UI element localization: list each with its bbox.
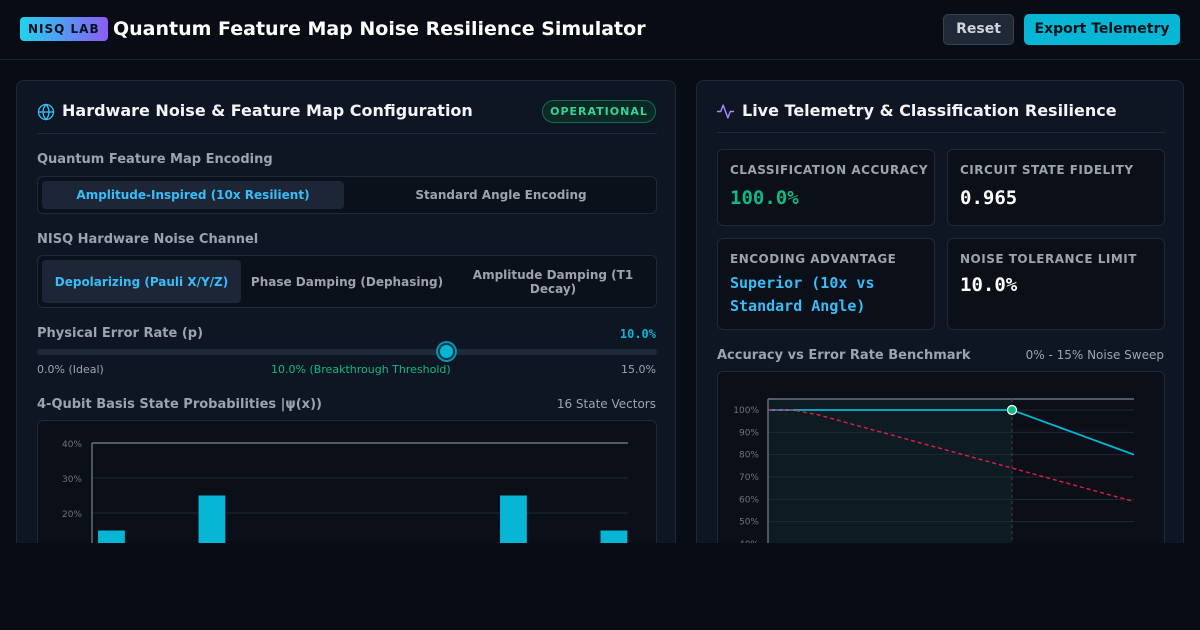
divider (37, 133, 657, 134)
y-tick-label: 40% (739, 540, 759, 543)
benchmark-range: 0% - 15% Noise Sweep (1025, 348, 1164, 362)
app-header: NISQ LAB Quantum Feature Map Noise Resil… (0, 0, 1200, 60)
current-point-marker (1006, 404, 1018, 416)
y-tick-label: 50% (739, 518, 759, 528)
slider-threshold-label: 10.0% (Breakthrough Threshold) (271, 363, 451, 376)
noise-channel-selector: Depolarizing (Pauli X/Y/Z) Phase Damping… (37, 255, 657, 308)
config-title: Hardware Noise & Feature Map Configurati… (62, 101, 473, 120)
encoding-advantage-value: Superior (10x vs Standard Angle) (730, 274, 875, 315)
telemetry-panel: Live Telemetry & Classification Resilien… (696, 80, 1184, 543)
error-rate-slider[interactable] (37, 349, 657, 355)
slider-handle[interactable] (438, 343, 455, 360)
divider (717, 132, 1165, 133)
error-rate-value: 10.0% (619, 327, 656, 341)
noise-option-amplitude-damping[interactable]: Amplitude Damping (T1 Decay) (472, 267, 634, 296)
y-tick-label: 20% (62, 510, 82, 520)
noise-channel-label: NISQ Hardware Noise Channel (37, 232, 259, 247)
stat-card-fidelity: CIRCUIT STATE FIDELITY 0.965 (947, 149, 1165, 226)
benchmark-chart: 100% 90% 80% 70% 60% 50% 40% (717, 371, 1165, 543)
stat-label: CLASSIFICATION ACCURACY (730, 163, 929, 177)
config-panel: Hardware Noise & Feature Map Configurati… (16, 80, 676, 543)
encoding-selector: Amplitude-Inspired (10x Resilient) Stand… (37, 176, 657, 214)
probability-chart: 40% 30% 20% (37, 420, 657, 543)
y-tick-label: 70% (739, 473, 759, 483)
app-title: Quantum Feature Map Noise Resilience Sim… (113, 18, 646, 40)
telemetry-title: Live Telemetry & Classification Resilien… (742, 101, 1117, 120)
activity-icon (716, 102, 735, 121)
main-content: Hardware Noise & Feature Map Configurati… (0, 61, 1200, 543)
bar (198, 495, 226, 543)
accuracy-value: 100.0% (730, 187, 799, 209)
reset-button[interactable]: Reset (943, 14, 1014, 45)
y-tick-label: 90% (739, 428, 759, 438)
fidelity-value: 0.965 (960, 187, 1018, 209)
globe-icon (37, 103, 55, 121)
slider-max-label: 15.0% (621, 363, 656, 376)
resilience-zone (768, 399, 1012, 543)
noise-option-depolarizing[interactable]: Depolarizing (Pauli X/Y/Z) (42, 260, 241, 303)
probabilities-label: 4-Qubit Basis State Probabilities |ψ(x)) (37, 397, 322, 412)
bar (500, 495, 527, 543)
noise-tolerance-value: 10.0% (960, 274, 1018, 296)
probability-chart-svg: 40% 30% 20% (62, 440, 628, 543)
export-telemetry-button[interactable]: Export Telemetry (1024, 14, 1180, 45)
error-rate-label: Physical Error Rate (p) (37, 326, 204, 341)
y-tick-label: 100% (733, 406, 759, 416)
stat-label: CIRCUIT STATE FIDELITY (960, 163, 1134, 177)
stat-label: ENCODING ADVANTAGE (730, 252, 897, 266)
stat-card-noise-tolerance: NOISE TOLERANCE LIMIT 10.0% (947, 238, 1165, 330)
bar (98, 530, 125, 543)
y-tick-label: 40% (62, 440, 82, 450)
benchmark-chart-svg: 100% 90% 80% 70% 60% 50% 40% (733, 398, 1135, 543)
benchmark-label: Accuracy vs Error Rate Benchmark (717, 348, 971, 363)
lab-badge: NISQ LAB (20, 17, 108, 41)
slider-min-label: 0.0% (Ideal) (37, 363, 104, 376)
encoding-label: Quantum Feature Map Encoding (37, 152, 273, 167)
y-tick-label: 60% (739, 495, 759, 505)
state-vector-count: 16 State Vectors (556, 397, 656, 411)
bar (600, 530, 628, 543)
stat-card-accuracy: CLASSIFICATION ACCURACY 100.0% (717, 149, 935, 226)
encoding-option-amplitude[interactable]: Amplitude-Inspired (10x Resilient) (42, 181, 344, 209)
y-tick-label: 80% (739, 451, 759, 461)
encoding-option-angle[interactable]: Standard Angle Encoding (415, 188, 587, 202)
status-badge: OPERATIONAL (542, 100, 656, 123)
stat-card-encoding-advantage: ENCODING ADVANTAGE Superior (10x vs Stan… (717, 238, 935, 330)
stat-label: NOISE TOLERANCE LIMIT (960, 252, 1137, 266)
noise-option-phase-damping[interactable]: Phase Damping (Dephasing) (250, 274, 444, 289)
amplitude-series-line (768, 409, 1135, 456)
y-tick-label: 30% (62, 475, 82, 485)
